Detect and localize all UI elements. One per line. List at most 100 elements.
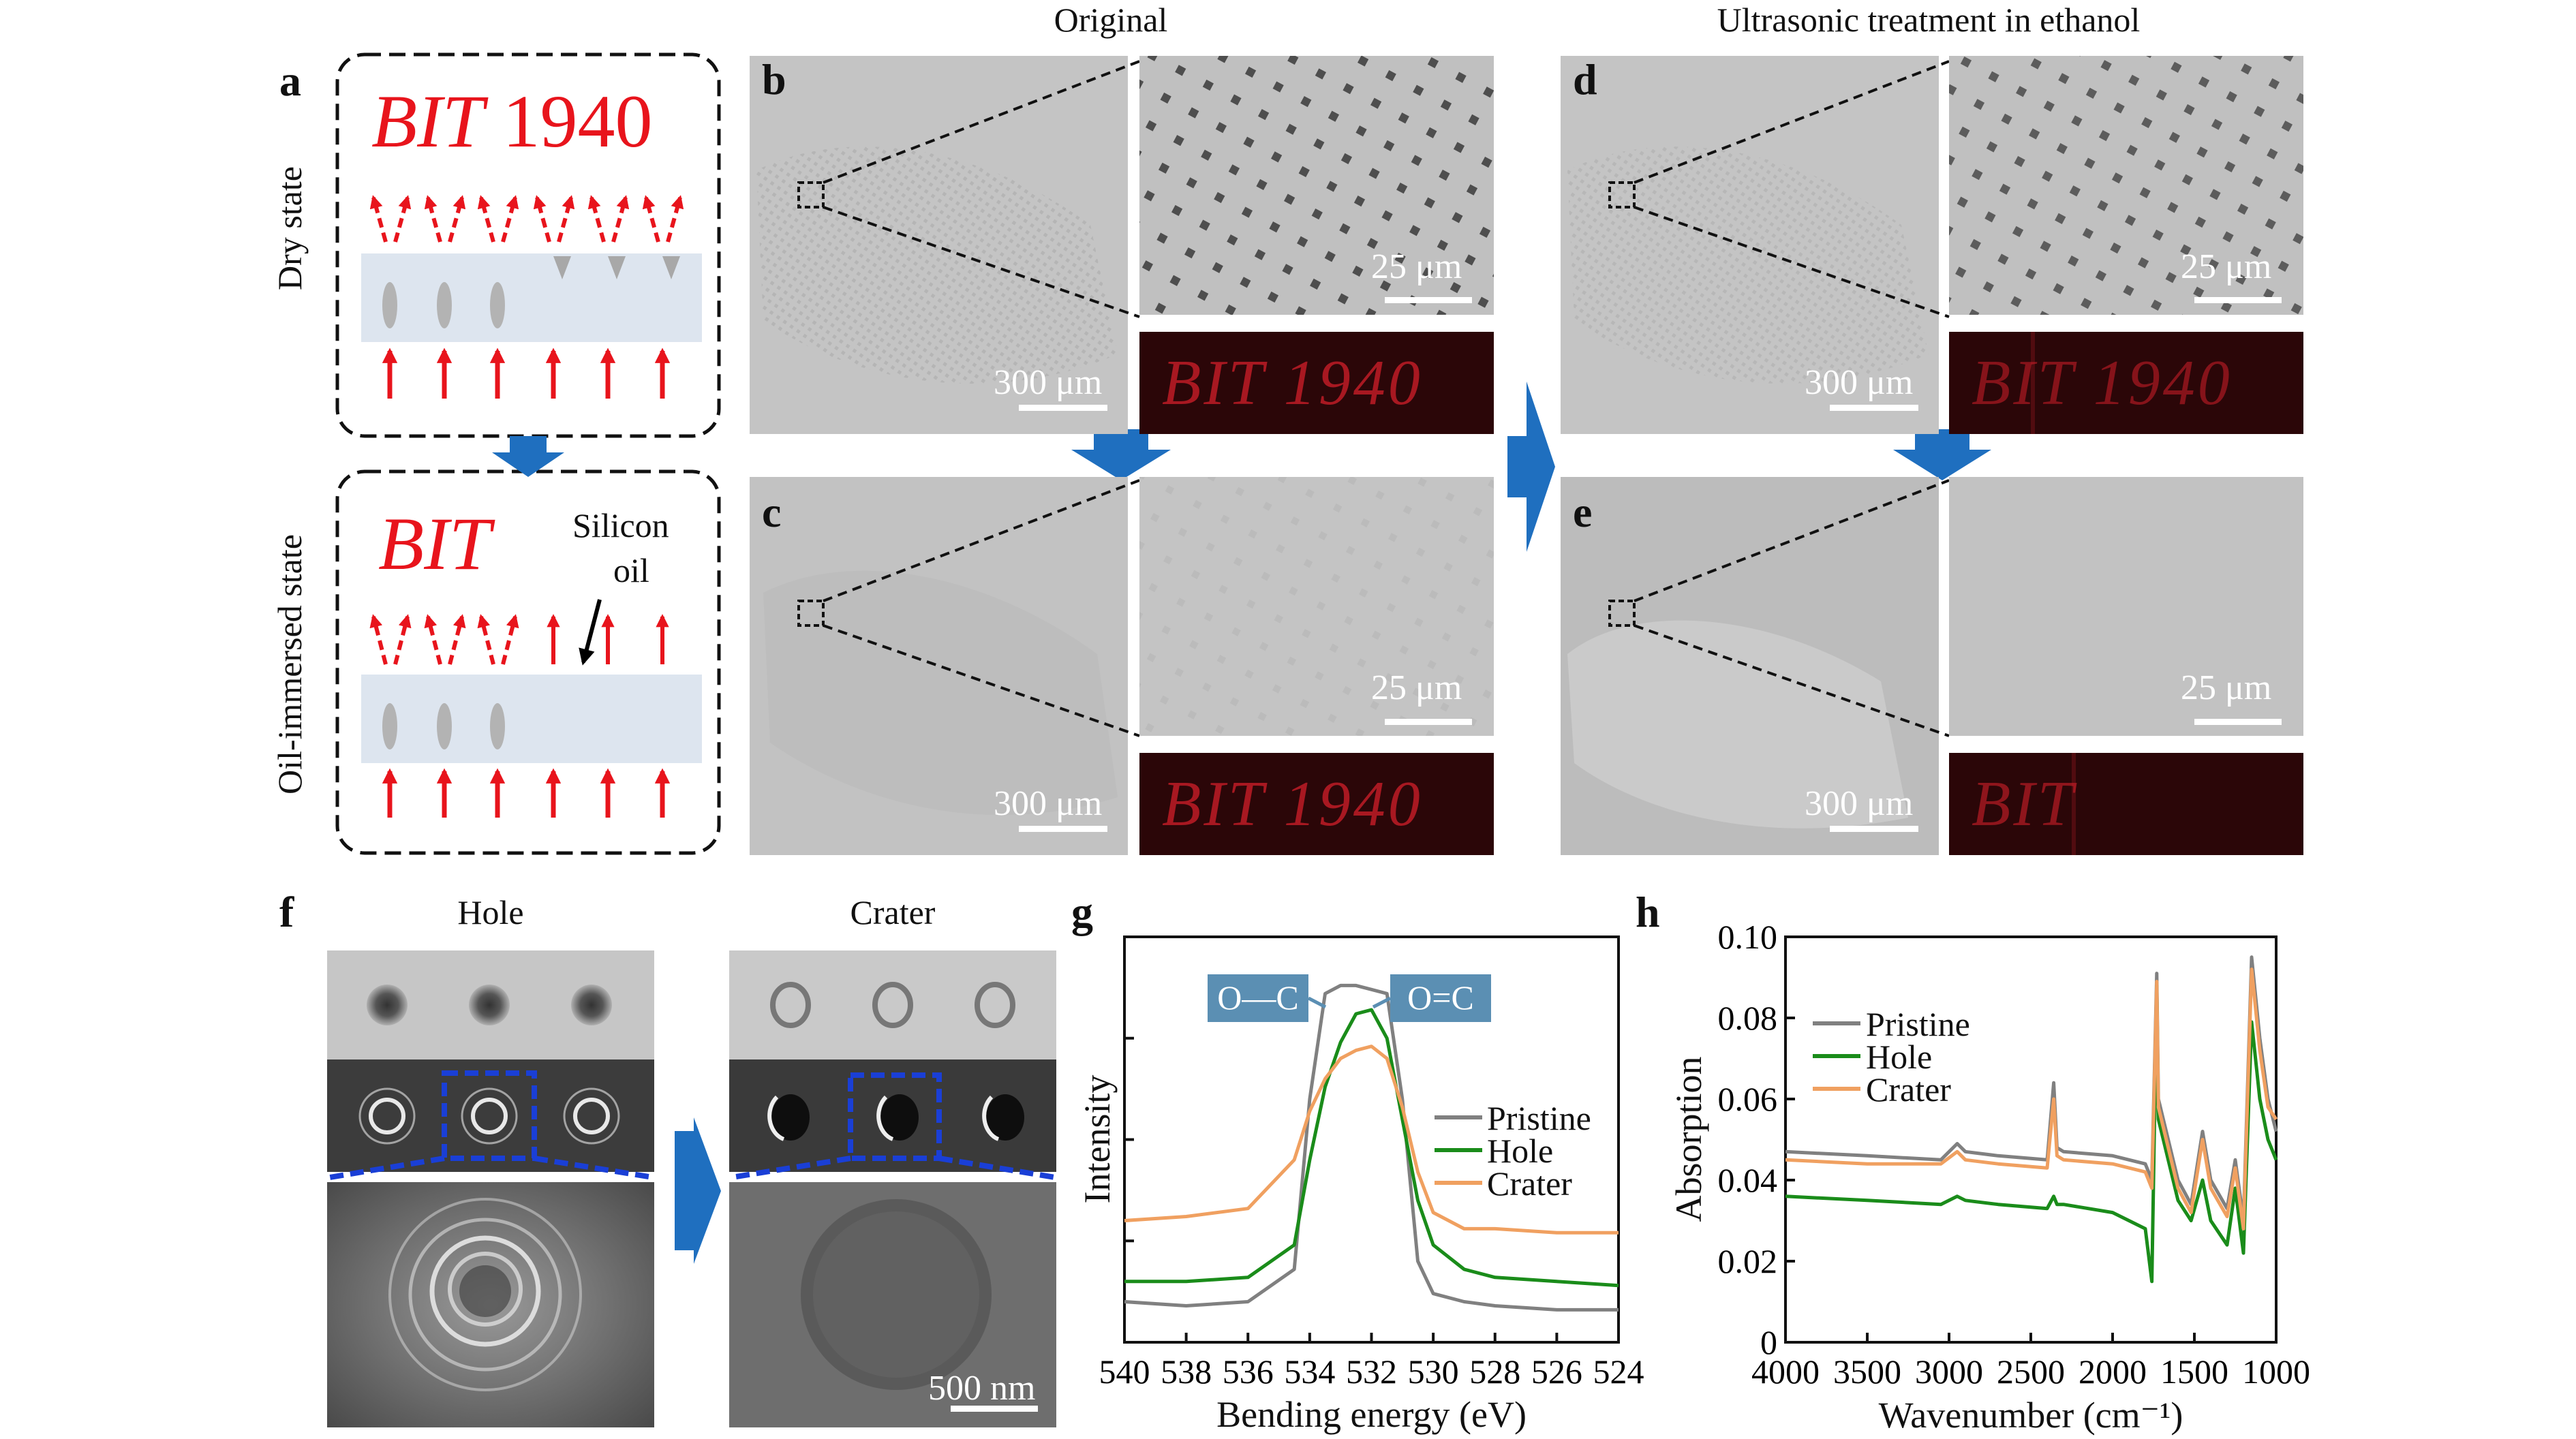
chart-g-xtick-label: 534 — [1284, 1352, 1335, 1391]
chart-h-ytick-label: 0.10 — [1718, 918, 1778, 956]
scale-c-small: 25 μm — [1371, 668, 1462, 707]
chart-g-annotation-oeqc: O=C — [1407, 978, 1474, 1017]
chart-g-series-hole — [1124, 1008, 1619, 1288]
chart-g-legend-crater: Crater — [1487, 1164, 1572, 1203]
chart-h-legend — [1813, 1021, 1860, 1091]
scale-e-large: 300 μm — [1805, 784, 1914, 823]
scale-d-large: 300 μm — [1805, 363, 1914, 402]
panel-f-hole — [327, 950, 654, 1427]
chart-h-ytick-label: 0.02 — [1718, 1242, 1778, 1280]
oil-incident-arrows — [382, 768, 671, 818]
chart-g-annotation-oc: O—C — [1217, 978, 1299, 1017]
panel-e — [1561, 477, 2303, 855]
chart-h-xtick-label: 1000 — [2242, 1352, 2310, 1391]
dry-bit-text: BIT 1940 — [371, 78, 653, 165]
chart-g-series-pristine — [1124, 983, 1619, 1312]
header-original: Original — [1054, 1, 1168, 39]
label-h: h — [1636, 888, 1660, 936]
blue-arrows — [492, 382, 1991, 1264]
scale-f-sem: 500 nm — [928, 1369, 1036, 1408]
chart-h-xtick-label: 4000 — [1751, 1352, 1820, 1391]
dry-lens-marks — [382, 256, 680, 328]
fluorescence-strips — [1139, 332, 2303, 855]
fluor-text-e: BIT — [1972, 769, 2076, 839]
chart-g-xtick-label: 524 — [1593, 1352, 1644, 1391]
chart-h-xtick-label: 3000 — [1915, 1352, 1983, 1391]
chart-g-xlabel: Bending energy (eV) — [1216, 1394, 1527, 1435]
label-a: a — [279, 57, 301, 105]
oil-lens-marks — [382, 703, 505, 749]
header-ultrasonic: Ultrasonic treatment in ethanol — [1717, 1, 2141, 39]
oil-scattered-arrows — [369, 614, 669, 665]
panel-a-dry-box — [335, 52, 721, 438]
arrow-b-d-right — [1507, 382, 1555, 552]
dry-scattered-arrows — [369, 195, 684, 243]
chart-g-xtick-label: 540 — [1099, 1352, 1150, 1391]
chart-g-series-crater — [1124, 1045, 1619, 1235]
panel-b — [750, 56, 1494, 434]
dry-state-label: Dry state — [271, 166, 309, 290]
panel-a-oil-box — [335, 469, 721, 855]
chart-h-xtick-label: 2000 — [2079, 1352, 2147, 1391]
arrow-hole-crater-right — [675, 1117, 721, 1264]
chart-h-legend-pristine: Pristine — [1866, 1005, 1970, 1043]
header-hole: Hole — [457, 893, 524, 931]
silicon-oil-pointer — [579, 599, 602, 666]
chart-g-xtick-label: 536 — [1223, 1352, 1274, 1391]
chart-g-annotations — [1208, 974, 1491, 1022]
panel-d — [1561, 56, 2303, 434]
chart-g-legend — [1435, 1115, 1482, 1185]
panel-f-crater — [729, 950, 1056, 1427]
chart-h-ytick-label: 0.08 — [1718, 999, 1778, 1037]
annotation-pointer-oeqc — [1372, 996, 1392, 1009]
chart-h-legend-hole: Hole — [1866, 1038, 1933, 1076]
chart-g-xtick-label: 538 — [1161, 1352, 1212, 1391]
scale-b-large: 300 μm — [994, 363, 1103, 402]
chart-h-xtick-label: 3500 — [1833, 1352, 1901, 1391]
silicon-oil-label-1: Silicon — [572, 506, 669, 544]
chart-g-xtick-label: 532 — [1346, 1352, 1397, 1391]
arrow-d-e-down — [1893, 429, 1991, 480]
label-e: e — [1573, 488, 1593, 536]
chart-h-ytick-label: 0.06 — [1718, 1080, 1778, 1118]
chart-h-xlabel: Wavenumber (cm⁻¹) — [1878, 1395, 2183, 1436]
scale-c-large: 300 μm — [994, 784, 1103, 823]
chart-h-xtick-label: 1500 — [2160, 1352, 2228, 1391]
chart-h: 4000 3500 3000 2500 2000 1500 1000 0 0.02 0.04 0.0… — [1718, 918, 2311, 1391]
chart-g-ylabel: Intensity — [1077, 1074, 1118, 1204]
oil-state-label: Oil-immersed state — [271, 534, 309, 794]
label-c: c — [762, 488, 782, 536]
chart-h-ytick-label: 0.04 — [1718, 1161, 1778, 1199]
chart-g-xtick-label: 526 — [1531, 1352, 1582, 1391]
silicon-oil-label-2: oil — [613, 551, 649, 589]
header-crater: Crater — [850, 893, 936, 931]
chart-g-legend-pristine: Pristine — [1487, 1099, 1591, 1137]
chart-h-xtick-label: 2500 — [1997, 1352, 2065, 1391]
chart-g-xtick-label: 530 — [1408, 1352, 1459, 1391]
chart-h-series-crater — [1785, 968, 2278, 1231]
fluor-text-c: BIT 1940 — [1162, 769, 1423, 839]
panel-c — [750, 477, 1494, 855]
oil-bit-text: BIT — [378, 502, 491, 585]
chart-g: 540 538 536 534 532 530 528 526 524 — [1099, 935, 1644, 1391]
dry-incident-arrows — [382, 347, 671, 399]
annotation-pointer-oc — [1307, 996, 1327, 1009]
scale-b-small: 25 μm — [1371, 247, 1462, 286]
label-f: f — [279, 888, 294, 936]
dry-bit-italic: BIT — [371, 80, 484, 163]
chart-g-xtick-label: 528 — [1469, 1352, 1520, 1391]
chart-h-legend-crater: Crater — [1866, 1070, 1951, 1109]
arrow-b-c-down — [1071, 429, 1171, 480]
fluor-text-b: BIT 1940 — [1162, 347, 1423, 418]
chart-g-legend-hole: Hole — [1487, 1132, 1554, 1170]
dry-bit-number: 1940 — [502, 80, 653, 163]
scale-d-small: 25 μm — [2181, 247, 2272, 286]
label-b: b — [762, 55, 786, 104]
label-d: d — [1573, 55, 1597, 104]
scale-e-small: 25 μm — [2181, 668, 2272, 707]
arrow-a-down — [492, 436, 564, 477]
fluor-text-d: BIT 1940 — [1972, 347, 2233, 418]
chart-h-ylabel: Absorption — [1668, 1056, 1709, 1222]
label-g: g — [1071, 888, 1093, 936]
chart-h-ytick-label: 0 — [1760, 1323, 1777, 1361]
